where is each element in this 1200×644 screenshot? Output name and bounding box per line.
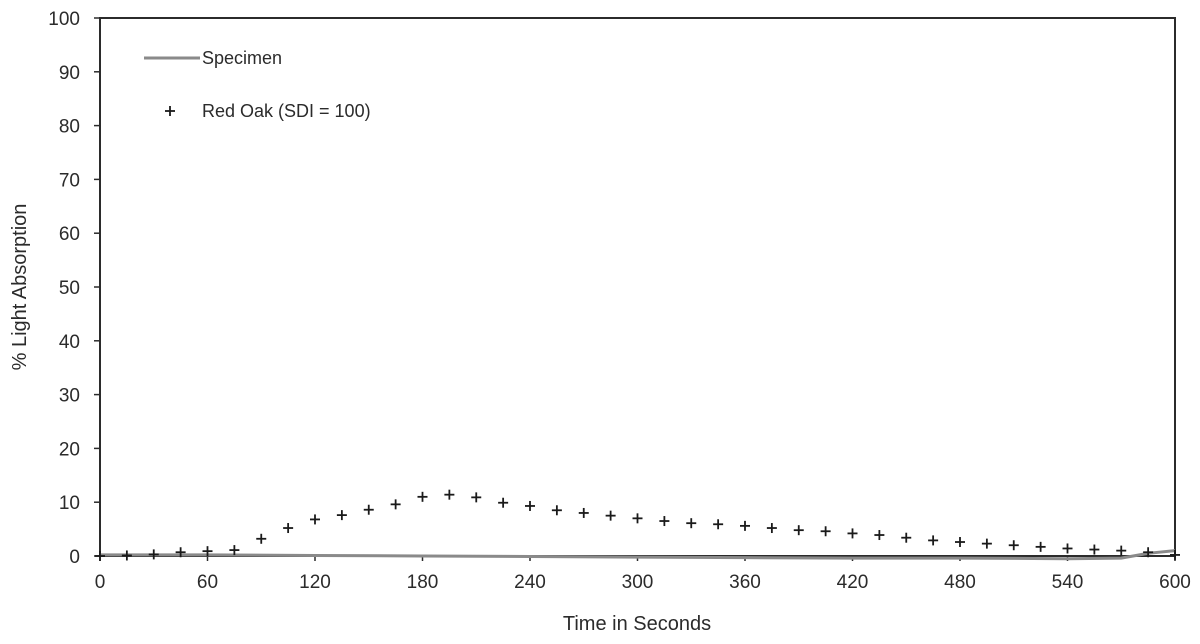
red-oak-point	[874, 530, 885, 541]
red-oak-point	[336, 510, 347, 521]
red-oak-point	[1062, 543, 1073, 554]
red-oak-point	[498, 497, 509, 508]
red-oak-point	[793, 525, 804, 536]
legend-red-oak-label: Red Oak (SDI = 100)	[202, 101, 371, 121]
red-oak-point	[175, 547, 186, 558]
specimen-series-line	[100, 549, 1176, 561]
red-oak-point	[417, 491, 428, 502]
red-oak-point	[1089, 544, 1100, 555]
y-tick-label: 60	[59, 224, 80, 245]
y-tick-label: 30	[59, 386, 80, 407]
red-oak-point	[229, 545, 240, 556]
red-oak-point	[847, 528, 858, 539]
y-tick-label: 100	[48, 9, 80, 30]
red-oak-point	[148, 549, 159, 560]
y-tick-label: 80	[59, 117, 80, 138]
red-oak-point	[444, 489, 455, 500]
y-axis-title: % Light Absorption	[9, 204, 31, 371]
red-oak-point	[578, 507, 589, 518]
red-oak-point	[202, 546, 213, 557]
x-axis-ticks: 0 60 120 180 240 300 360 420 480 540 600	[95, 556, 1191, 593]
red-oak-point	[740, 520, 750, 531]
red-oak-point	[95, 551, 105, 561]
y-tick-label: 20	[59, 439, 80, 460]
y-tick-label: 0	[69, 547, 80, 568]
series-layer	[95, 489, 1180, 561]
red-oak-point	[471, 492, 482, 503]
x-tick-label: 120	[299, 572, 331, 593]
x-tick-label: 300	[622, 572, 654, 593]
red-oak-point	[955, 537, 965, 548]
x-tick-label: 420	[837, 572, 869, 593]
red-oak-point	[525, 500, 535, 511]
y-tick-label: 70	[59, 170, 80, 191]
x-tick-label: 540	[1052, 572, 1084, 593]
x-tick-label: 360	[729, 572, 761, 593]
red-oak-point	[310, 514, 320, 525]
red-oak-point	[1008, 540, 1019, 551]
y-tick-label: 90	[59, 63, 80, 84]
red-oak-point	[928, 535, 939, 546]
red-oak-point	[1170, 549, 1180, 560]
legend-specimen-label: Specimen	[202, 48, 282, 68]
red-oak-point	[283, 523, 294, 534]
x-tick-label: 600	[1159, 572, 1191, 593]
red-oak-point	[686, 518, 697, 529]
red-oak-point	[766, 523, 777, 534]
red-oak-point	[605, 510, 616, 521]
red-oak-point	[363, 504, 374, 515]
red-oak-point	[256, 533, 267, 544]
x-axis-title: Time in Seconds	[563, 613, 711, 635]
red-oak-point	[1116, 545, 1127, 556]
red-oak-point	[551, 505, 562, 516]
y-tick-label: 40	[59, 332, 80, 353]
x-tick-label: 240	[514, 572, 546, 593]
red-oak-point	[632, 513, 643, 524]
x-tick-label: 0	[95, 572, 106, 593]
x-tick-label: 180	[407, 572, 439, 593]
red-oak-point	[659, 516, 670, 527]
y-axis-ticks: 0 10 20 30 40 50 60 70 80 90 100	[48, 9, 100, 568]
x-tick-label: 480	[944, 572, 976, 593]
legend: Specimen Red Oak (SDI = 100)	[144, 48, 371, 121]
red-oak-point	[820, 526, 831, 537]
red-oak-point	[1143, 547, 1154, 558]
red-oak-point	[901, 532, 912, 543]
red-oak-point	[713, 519, 724, 530]
y-tick-label: 10	[59, 493, 80, 514]
plot-frame	[99, 17, 1176, 557]
red-oak-point	[1035, 541, 1046, 552]
red-oak-point	[981, 538, 992, 549]
y-tick-label: 50	[59, 278, 80, 299]
red-oak-point	[390, 499, 401, 510]
red-oak-point	[121, 550, 132, 561]
x-tick-label: 60	[197, 572, 218, 593]
